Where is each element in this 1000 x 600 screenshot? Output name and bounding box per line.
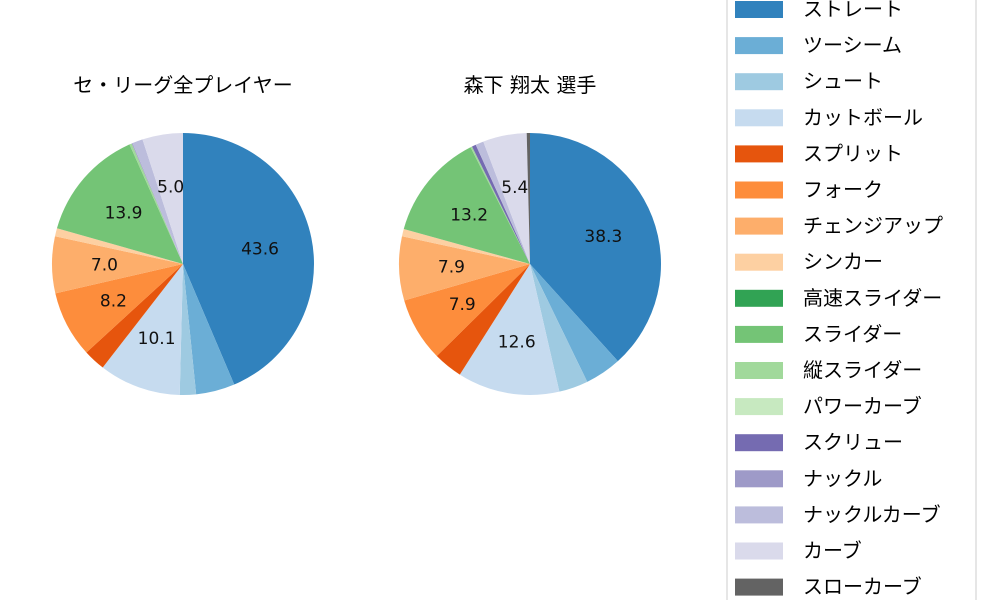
legend-swatch <box>735 325 783 343</box>
legend-label: 縦スライダー <box>803 358 922 382</box>
legend-frame <box>726 0 977 600</box>
legend-swatch <box>735 109 783 127</box>
pie-slice <box>131 143 183 264</box>
pie-slice <box>183 133 315 385</box>
legend-label: フォーク <box>803 178 883 202</box>
slice-label: 7.9 <box>449 295 476 315</box>
legend-label: ナックル <box>803 466 882 490</box>
legend-swatch <box>735 37 783 55</box>
legend-swatch <box>735 73 783 91</box>
legend-item: フォーク <box>735 178 883 202</box>
slice-label: 38.3 <box>584 227 622 247</box>
legend-item: スプリット <box>735 141 903 165</box>
slice-label: 43.6 <box>241 239 279 259</box>
legend-swatch <box>735 362 783 379</box>
pie-title: セ・リーグ全プレイヤー <box>73 73 292 97</box>
pie-slice <box>436 264 530 375</box>
legend-swatch <box>735 578 783 596</box>
pie-slice <box>471 144 530 264</box>
pie-slice <box>399 236 530 301</box>
legend-swatch <box>735 253 783 271</box>
pie-slice <box>483 133 530 264</box>
pie-slice <box>530 264 618 382</box>
legend-swatch <box>735 470 783 488</box>
pie-2: 森下 翔太 選手 38.3 12.6 7.9 7.9 13.2 5.4 <box>399 73 661 396</box>
pie-slice <box>530 133 661 362</box>
legend-swatch <box>735 506 783 524</box>
slice-label: 5.4 <box>501 178 528 198</box>
legend-label: スプリット <box>803 141 903 165</box>
legend-swatch <box>735 217 783 235</box>
legend-swatch <box>735 1 783 18</box>
legend-item: パワーカーブ <box>735 394 922 418</box>
legend-label: カーブ <box>803 539 862 563</box>
slice-label: 8.2 <box>100 292 127 312</box>
legend-label: シュート <box>803 69 883 93</box>
pie-slice <box>404 264 530 357</box>
legend-swatch <box>735 181 783 199</box>
legend-item: スライダー <box>735 322 902 346</box>
legend-swatch <box>735 434 783 452</box>
pie-title: 森下 翔太 選手 <box>464 73 597 97</box>
slice-label: 13.9 <box>105 204 143 224</box>
pie-slice <box>86 264 183 368</box>
pie-slice <box>51 236 183 294</box>
legend-item: チェンジアップ <box>735 214 943 238</box>
slice-label: 7.0 <box>91 255 118 275</box>
pie-slice <box>526 133 530 264</box>
slice-label: 7.9 <box>438 258 465 278</box>
legend-item: ストレート <box>735 0 903 21</box>
legend-label: ツーシーム <box>803 33 902 57</box>
legend-item: スローカーブ <box>735 575 922 599</box>
slice-label: 12.6 <box>498 332 536 352</box>
pie-slice <box>129 143 183 264</box>
legend-label: シンカー <box>803 250 883 274</box>
legend: ストレートツーシームシュートカットボールスプリットフォークチェンジアップシンカー… <box>726 0 977 600</box>
legend-label: ストレート <box>803 0 903 21</box>
pie-slice <box>55 264 184 353</box>
slice-label: 5.0 <box>157 177 184 197</box>
legend-item: ナックルカーブ <box>735 502 941 526</box>
pie-slice <box>183 264 235 395</box>
pie-slice <box>102 264 183 395</box>
legend-label: スライダー <box>803 322 902 346</box>
slice-label: 10.1 <box>138 329 176 349</box>
legend-swatch <box>735 542 783 560</box>
pie-slice <box>54 228 183 264</box>
legend-item: カットボール <box>735 105 923 129</box>
legend-item: ナックル <box>735 466 882 490</box>
legend-item: カーブ <box>735 539 862 563</box>
pie-slice <box>470 146 530 264</box>
pie-slice <box>459 264 560 396</box>
legend-item: スクリュー <box>735 430 903 454</box>
legend-label: カットボール <box>803 105 923 129</box>
slice-label: 13.2 <box>450 205 488 225</box>
legend-label: 高速スライダー <box>803 286 942 310</box>
legend-label: スクリュー <box>803 430 903 454</box>
legend-swatch <box>735 289 783 307</box>
legend-swatch <box>735 398 783 416</box>
legend-label: スローカーブ <box>803 575 922 599</box>
pie-slice <box>403 147 530 264</box>
pie-slice <box>132 139 183 264</box>
legend-swatch <box>735 145 783 163</box>
legend-label: ナックルカーブ <box>803 502 941 526</box>
pie-slice <box>475 141 530 264</box>
legend-label: パワーカーブ <box>803 394 922 418</box>
pie-slice <box>56 144 183 264</box>
pie-slice <box>401 229 530 264</box>
pie-slice <box>530 264 588 392</box>
legend-item: 縦スライダー <box>735 358 922 382</box>
legend-item: シンカー <box>735 250 883 274</box>
pie-slice <box>142 133 183 264</box>
pie-slice <box>179 264 197 395</box>
legend-item: 高速スライダー <box>735 286 942 310</box>
legend-item: シュート <box>735 69 883 93</box>
legend-label: チェンジアップ <box>803 214 943 238</box>
legend-item: ツーシーム <box>735 33 902 57</box>
pie-1: セ・リーグ全プレイヤー 43.6 10.1 8.2 7.0 13.9 5.0 <box>51 73 315 395</box>
